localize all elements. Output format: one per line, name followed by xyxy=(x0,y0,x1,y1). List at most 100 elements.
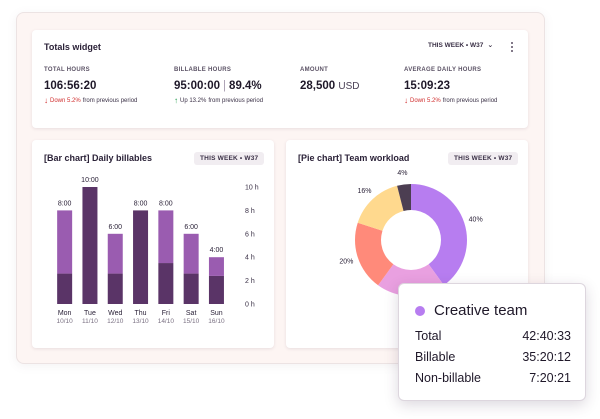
y-tick-label: 10 h xyxy=(245,185,259,192)
x-tick-day: Thu xyxy=(135,310,147,317)
tooltip-row: Non-billable 7:20:21 xyxy=(415,371,571,385)
tooltip-row-label: Non-billable xyxy=(415,371,482,385)
metric-value: 15:09:23 xyxy=(404,80,451,92)
x-tick-date: 11/10 xyxy=(82,318,98,325)
bar-value-label: 10:00 xyxy=(81,177,99,184)
metric-trend: ↓ Down 5.2% from previous period xyxy=(44,96,138,105)
arrow-down-icon: ↓ xyxy=(404,96,408,105)
arrow-down-icon: ↓ xyxy=(44,96,48,105)
x-tick-day: Sun xyxy=(210,310,223,317)
bar-segment-bottom[interactable] xyxy=(183,273,199,304)
bar-segment-top[interactable] xyxy=(107,233,123,274)
tooltip-row: Billable 35:20:12 xyxy=(415,350,571,364)
y-tick-label: 6 h xyxy=(245,231,255,238)
pie-slice-label: 4% xyxy=(397,170,407,177)
pie-chart-title: [Pie chart] Team workload xyxy=(298,153,410,163)
metric-average-daily-hours: AVERAGE DAILY HOURS 15:09:23 ↓ Down 5.2%… xyxy=(404,67,498,105)
y-tick-label: 0 h xyxy=(245,302,255,309)
trend-percent: Up 13.2% xyxy=(180,98,207,104)
x-tick-day: Mon xyxy=(58,310,72,317)
pie-chart-week-chip[interactable]: THIS WEEK • W37 xyxy=(448,152,519,165)
bar-chart-card xyxy=(32,140,274,348)
metric-trend: ↓ Down 5.2% from previous period xyxy=(404,96,498,105)
more-options-icon[interactable] xyxy=(507,40,517,54)
bar-segment-top[interactable] xyxy=(208,257,224,276)
bar-chart-title: [Bar chart] Daily billables xyxy=(44,153,153,163)
metric-trend: ↑ Up 13.2% from previous period xyxy=(174,96,264,105)
pie-slice-label: 40% xyxy=(469,216,483,223)
week-selector-label: THIS WEEK • W37 xyxy=(428,42,484,49)
pie-slice[interactable] xyxy=(357,185,404,231)
trend-text: from previous period xyxy=(208,98,264,104)
x-tick-day: Sat xyxy=(186,310,197,317)
y-tick-label: 4 h xyxy=(245,255,255,262)
x-tick-date: 14/10 xyxy=(158,318,175,325)
pie-slice-label: 20% xyxy=(339,259,353,266)
tooltip-row-value: 42:40:33 xyxy=(522,329,571,343)
value-divider: | xyxy=(223,80,227,92)
trend-text: from previous period xyxy=(442,98,498,104)
bar-segment-bottom[interactable] xyxy=(107,273,123,304)
metric-label: AMOUNT xyxy=(300,67,329,73)
totals-widget xyxy=(32,30,528,128)
metric-value: 28,500 xyxy=(300,80,336,92)
x-tick-date: 13/10 xyxy=(132,318,149,325)
y-tick-label: 2 h xyxy=(245,278,255,285)
bar-value-label: 8:00 xyxy=(58,200,72,207)
pie-slice-label: 16% xyxy=(357,188,371,195)
tooltip-header: Creative team xyxy=(415,302,527,319)
bar-segment-top[interactable] xyxy=(183,233,199,274)
metric-value: 106:56:20 xyxy=(44,80,97,92)
pie-slice[interactable] xyxy=(397,184,411,211)
tooltip-row: Total 42:40:33 xyxy=(415,329,571,343)
week-selector[interactable]: THIS WEEK • W37 ⌄ xyxy=(428,42,493,49)
bar-segment-top[interactable] xyxy=(57,210,73,274)
metric-secondary-value: 89.4% xyxy=(229,80,262,92)
metric-unit: USD xyxy=(338,81,360,92)
metric-label: BILLABLE HOURS xyxy=(174,67,232,73)
tooltip-title: Creative team xyxy=(434,302,528,319)
metric-total-hours: TOTAL HOURS 106:56:20 ↓ Down 5.2% from p… xyxy=(44,67,138,105)
tooltip-row-value: 35:20:12 xyxy=(522,350,571,364)
bar-value-label: 8:00 xyxy=(134,200,148,207)
bar-segment-bottom[interactable] xyxy=(82,187,98,304)
bar-value-label: 4:00 xyxy=(210,247,224,254)
bar-chart-week-chip[interactable]: THIS WEEK • W37 xyxy=(194,152,265,165)
pie-tooltip: Creative team Total 42:40:33 Billable 35… xyxy=(398,283,586,401)
metric-value-group: 95:00:00 | 89.4% xyxy=(174,80,263,92)
metric-label: TOTAL HOURS xyxy=(44,67,90,73)
y-tick-label: 8 h xyxy=(245,208,255,215)
metric-value: 95:00:00 xyxy=(174,80,221,92)
metric-billable-hours: BILLABLE HOURS 95:00:00 | 89.4% ↑ Up 13.2%… xyxy=(174,67,264,105)
bar-segment-bottom[interactable] xyxy=(158,263,174,304)
bar-value-label: 6:00 xyxy=(184,224,198,231)
bar-value-label: 8:00 xyxy=(159,200,173,207)
bar-segment-top[interactable] xyxy=(158,210,174,264)
bar-segment-bottom[interactable] xyxy=(208,275,224,304)
x-tick-date: 16/10 xyxy=(208,318,225,325)
arrow-up-icon: ↑ xyxy=(174,96,178,105)
metric-label: AVERAGE DAILY HOURS xyxy=(404,67,482,73)
x-tick-date: 10/10 xyxy=(57,318,74,325)
tooltip-row-value: 7:20:21 xyxy=(529,371,571,385)
x-tick-day: Tue xyxy=(84,310,96,317)
bar-segment-bottom[interactable] xyxy=(133,210,149,304)
tooltip-row-label: Total xyxy=(415,329,442,343)
x-tick-date: 15/10 xyxy=(183,318,200,325)
pie-slice[interactable] xyxy=(411,184,467,286)
trend-text: from previous period xyxy=(82,98,138,104)
x-tick-day: Fri xyxy=(162,310,171,317)
tooltip-row-label: Billable xyxy=(415,350,456,364)
trend-percent: Down 5.2% xyxy=(50,98,81,104)
x-tick-day: Wed xyxy=(108,310,122,317)
pie-slice[interactable] xyxy=(355,222,394,286)
metric-amount: AMOUNT 28,500 USD xyxy=(300,67,360,92)
totals-title: Totals widget xyxy=(44,42,101,52)
x-tick-date: 12/10 xyxy=(107,318,124,325)
trend-percent: Down 5.2% xyxy=(410,98,441,104)
bar-chart: 0 h2 h4 h6 h8 h10 h8:00Mon10/1010:00Tue1… xyxy=(57,177,259,325)
bar-segment-bottom[interactable] xyxy=(57,273,73,304)
bar-value-label: 6:00 xyxy=(108,224,122,231)
chevron-down-icon: ⌄ xyxy=(487,42,494,49)
metric-value-group: 28,500 USD xyxy=(300,80,360,92)
